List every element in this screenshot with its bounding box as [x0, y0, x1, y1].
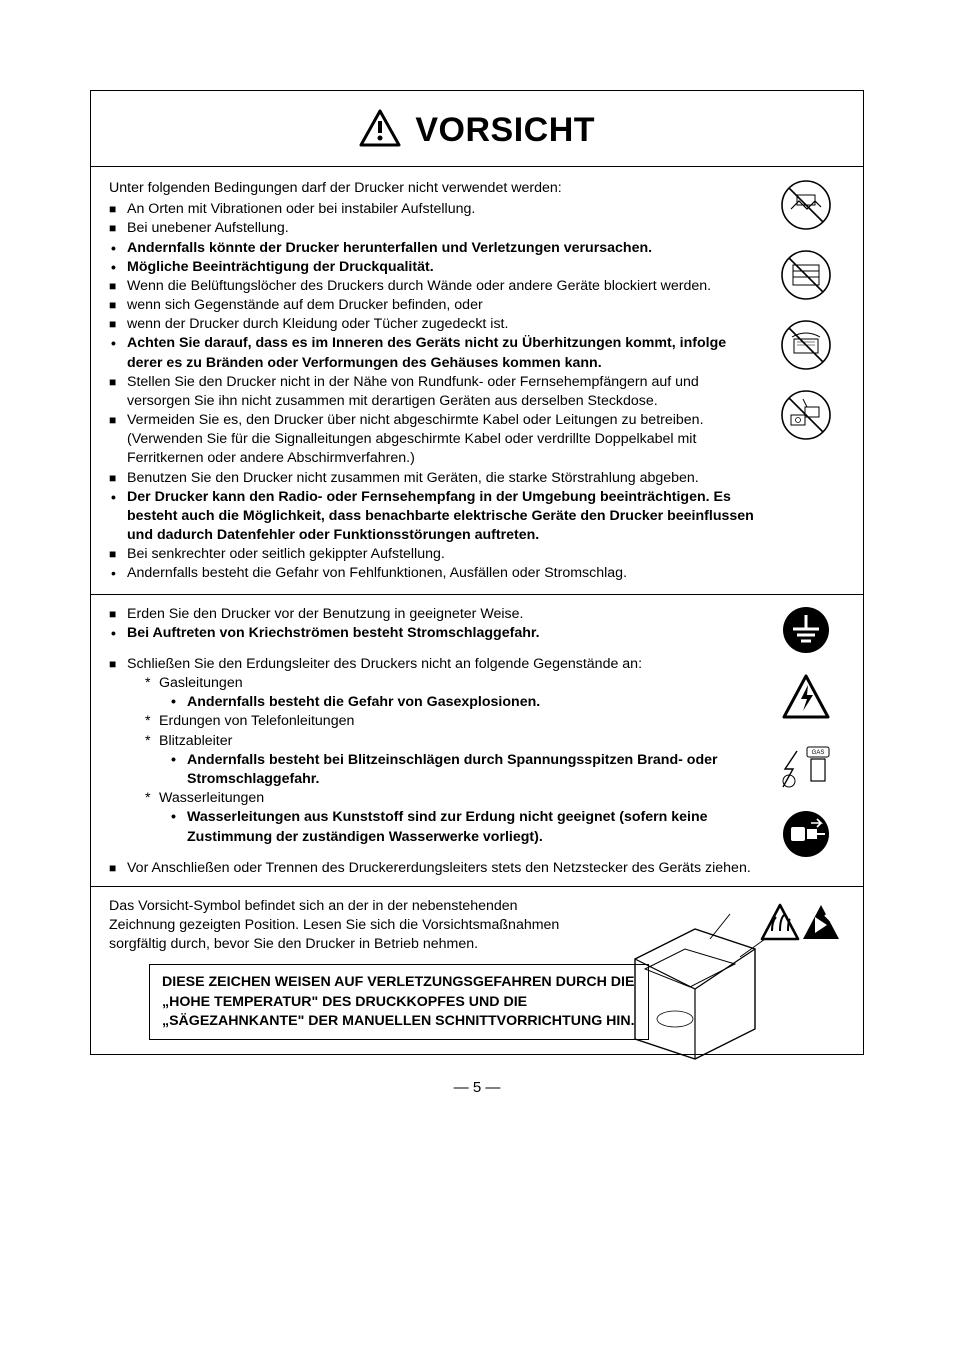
- sub-item: Blitzableiter: [109, 732, 755, 751]
- covered-printer-prohibited-icon: [777, 319, 835, 371]
- sub-item: Andernfalls besteht bei Blitzeinschlägen…: [109, 751, 755, 789]
- list-item: Stellen Sie den Drucker nicht in der Näh…: [109, 373, 755, 411]
- list-item: wenn der Drucker durch Kleidung oder Tüc…: [109, 315, 755, 334]
- list-item: Andernfalls könnte der Drucker herunterf…: [109, 239, 755, 258]
- unplug-icon: [781, 809, 831, 859]
- list-item: Bei Auftreten von Kriechströmen besteht …: [109, 624, 755, 643]
- shock-warning-icon: [781, 673, 831, 723]
- caution-section: Das Vorsicht-Symbol befindet sich an der…: [91, 886, 863, 1054]
- list-item: Achten Sie darauf, dass es im Inneren de…: [109, 334, 755, 372]
- sub-item: Erdungen von Telefonleitungen: [109, 712, 755, 731]
- list-item: Der Drucker kann den Radio- oder Fernseh…: [109, 488, 755, 546]
- safety-notice-box: VORSICHT: [90, 90, 864, 1055]
- list-item: Schließen Sie den Erdungsleiter des Druc…: [109, 655, 755, 674]
- icon-column-1: [777, 179, 835, 441]
- list-item: Vor Anschließen oder Trennen des Drucker…: [109, 859, 755, 878]
- list-item: Andernfalls besteht die Gefahr von Fehlf…: [109, 564, 755, 583]
- sub-item: Wasserleitungen: [109, 789, 755, 808]
- vibration-prohibited-icon: [777, 179, 835, 231]
- list-item: Mögliche Beeinträchtigung der Druckquali…: [109, 258, 755, 277]
- printer-illustration: [615, 899, 845, 1075]
- warning-triangle-icon: [359, 109, 401, 152]
- content-section-2: GAS Erden Sie den Drucker vor der Benutz…: [109, 605, 845, 878]
- caution-paragraph: Das Vorsicht-Symbol befindet sich an der…: [109, 897, 580, 955]
- sub-item: Wasserleitungen aus Kunststoff sind zur …: [109, 808, 755, 846]
- title-text: VORSICHT: [415, 111, 595, 150]
- intro-text: Unter folgenden Bedingungen darf der Dru…: [109, 179, 755, 198]
- radio-interference-prohibited-icon: [777, 389, 835, 441]
- list-item: Bei senkrechter oder seitlich gekippter …: [109, 545, 755, 564]
- caution-highlighted-box: DIESE ZEICHEN WEISEN AUF VERLETZUNGSGEFA…: [149, 964, 649, 1040]
- list-item: wenn sich Gegenstände auf dem Drucker be…: [109, 296, 755, 315]
- list-item: An Orten mit Vibrationen oder bei instab…: [109, 200, 755, 219]
- page-number: — 5 —: [90, 1079, 864, 1096]
- title-row: VORSICHT: [91, 91, 863, 167]
- list-item: Vermeiden Sie es, den Drucker über nicht…: [109, 411, 755, 469]
- ground-symbol-icon: [781, 605, 831, 655]
- icon-column-2: GAS: [777, 605, 835, 859]
- divider: [91, 594, 863, 595]
- list-item: Bei unebener Aufstellung.: [109, 219, 755, 238]
- sub-item: Andernfalls besteht die Gefahr von Gasex…: [109, 693, 755, 712]
- svg-text:GAS: GAS: [812, 750, 825, 756]
- gas-lightning-icon: GAS: [777, 741, 835, 791]
- list-item: Benutzen Sie den Drucker nicht zusammen …: [109, 469, 755, 488]
- list-item: Wenn die Belüftungslöcher des Druckers d…: [109, 277, 755, 296]
- sub-item: Gasleitungen: [109, 674, 755, 693]
- content-section-1: Unter folgenden Bedingungen darf der Dru…: [91, 167, 863, 886]
- list-item: Erden Sie den Drucker vor der Benutzung …: [109, 605, 755, 624]
- blocked-vent-prohibited-icon: [777, 249, 835, 301]
